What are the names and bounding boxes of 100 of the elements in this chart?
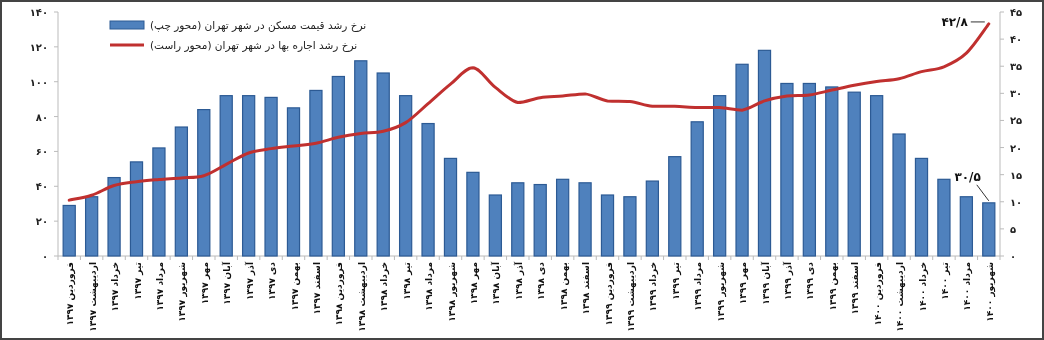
bar xyxy=(107,176,121,257)
bar xyxy=(466,171,480,257)
bar xyxy=(129,161,144,257)
x-tick-label: مرداد ۱۳۹۷ xyxy=(154,262,166,311)
bar xyxy=(690,121,704,257)
x-tick-label: فروردین ۱۳۹۹ xyxy=(603,261,615,326)
bar xyxy=(152,147,166,257)
y-tick-label: ۴۰ xyxy=(35,181,48,193)
x-tick-label: اردیبهشت ۱۳۹۸ xyxy=(356,262,368,332)
y-tick-label: ۰ xyxy=(41,251,48,262)
x-tick-label: اسفند ۱۳۹۷ xyxy=(311,262,322,315)
x-tick-label: شهریور ۱۴۰۰ xyxy=(984,261,996,322)
bar xyxy=(533,183,547,257)
x-tick-label: دی ۱۳۹۸ xyxy=(536,261,547,300)
x-tick-label: خرداد ۱۳۹۷ xyxy=(110,262,122,312)
legend-label: نرخ رشد اجاره بها در شهر تهران (محور راست) xyxy=(150,39,358,52)
x-tick-label: اسفند ۱۳۹۹ xyxy=(850,262,861,315)
x-tick-label: آبان ۱۳۹۸ xyxy=(490,261,502,305)
x-tick-label: فروردین ۱۳۹۸ xyxy=(334,261,346,326)
bar xyxy=(309,89,323,257)
y2-tick-label: ۳۰ xyxy=(1010,88,1023,100)
bar xyxy=(959,196,974,257)
y2-tick-label: ۵ xyxy=(1010,223,1017,235)
x-tick-label: مهر ۱۳۹۷ xyxy=(199,262,211,305)
x-tick-label: تیر ۱۳۹۷ xyxy=(132,262,144,300)
y-tick-label: ۸۰ xyxy=(35,111,48,123)
x-tick-label: اردیبهشت ۱۳۹۹ xyxy=(625,262,637,332)
bar xyxy=(578,182,592,257)
bar xyxy=(331,75,346,257)
x-tick-label: خرداد ۱۳۹۹ xyxy=(648,262,660,312)
x-tick-label: مرداد ۱۳۹۸ xyxy=(424,262,436,311)
x-tick-label: دی ۱۳۹۹ xyxy=(805,261,816,300)
x-tick-label: بهمن ۱۳۹۹ xyxy=(827,262,839,311)
y-tick-label: ۱۲۰ xyxy=(29,41,48,53)
bar xyxy=(668,156,682,257)
x-tick-label: مهر ۱۳۹۸ xyxy=(468,262,480,305)
y2-tick-label: ۱۵ xyxy=(1010,169,1023,181)
bar xyxy=(712,95,727,257)
y-tick-label: ۲۰ xyxy=(35,216,48,228)
bar xyxy=(398,95,413,257)
x-tick-label: اردیبهشت ۱۳۹۷ xyxy=(87,262,99,332)
y2-tick-label: ۱۰ xyxy=(1010,196,1023,208)
x-tick-label: آذر ۱۳۹۸ xyxy=(512,261,525,301)
bar xyxy=(869,95,884,257)
bar xyxy=(555,178,570,257)
bar xyxy=(825,86,839,257)
x-tick-label: فروردین ۱۴۰۰ xyxy=(872,261,884,326)
bar xyxy=(914,157,929,257)
annotation: ۳۰/۵ xyxy=(954,169,981,184)
bar xyxy=(982,202,996,257)
annotation: ۳۰/۵ xyxy=(954,169,990,202)
bar xyxy=(937,178,951,257)
y-tick-label: ۱۴۰ xyxy=(29,7,48,18)
x-tick-label: شهریور ۱۳۹۷ xyxy=(177,261,189,322)
x-tick-label: مرداد ۱۴۰۰ xyxy=(962,262,974,311)
bar xyxy=(286,107,301,257)
x-tick-label: خرداد ۱۳۹۸ xyxy=(379,262,391,312)
legend-label: نرخ رشد قیمت مسکن در شهر تهران (محور چپ) xyxy=(150,19,367,32)
annotation: ۴۲/۸ xyxy=(941,14,986,29)
x-tick-label: شهریور ۱۳۹۸ xyxy=(446,261,458,322)
y2-tick-label: ۲۵ xyxy=(1010,115,1023,127)
y2-tick-label: ۴۰ xyxy=(1010,34,1023,46)
y-tick-label: ۱۰۰ xyxy=(29,76,48,88)
y2-tick-label: ۰ xyxy=(1010,251,1017,262)
bar xyxy=(421,122,435,257)
x-tick-label: شهریور ۱۳۹۹ xyxy=(715,261,727,322)
bar xyxy=(892,133,906,257)
x-tick-label: اسفند ۱۳۹۸ xyxy=(581,262,592,315)
x-tick-label: تیر ۱۳۹۸ xyxy=(401,262,413,300)
x-tick-label: آبان ۱۳۹۹ xyxy=(759,261,771,305)
bar xyxy=(241,95,256,257)
bar xyxy=(264,96,278,257)
x-tick-label: آذر ۱۳۹۷ xyxy=(243,261,256,301)
x-tick-label: بهمن ۱۳۹۸ xyxy=(558,262,570,311)
x-tick-label: تیر ۱۳۹۹ xyxy=(670,262,682,300)
y2-tick-label: ۴۵ xyxy=(1010,7,1023,18)
bar xyxy=(354,60,368,257)
bar xyxy=(197,109,211,257)
bar xyxy=(219,95,233,257)
x-tick-label: بهمن ۱۳۹۷ xyxy=(289,262,301,311)
bar xyxy=(511,182,525,257)
bar xyxy=(757,49,772,257)
bar xyxy=(488,194,503,257)
bar xyxy=(443,157,458,257)
x-tick-label: اردیبهشت ۱۴۰۰ xyxy=(895,262,907,332)
x-tick-label: آذر ۱۳۹۹ xyxy=(781,261,794,301)
bar xyxy=(735,63,749,257)
x-tick-label: خرداد ۱۴۰۰ xyxy=(917,262,929,312)
bar xyxy=(847,91,861,257)
bar xyxy=(645,180,660,257)
bar xyxy=(802,82,817,257)
bar xyxy=(84,196,99,257)
y2-tick-label: ۲۰ xyxy=(1010,142,1023,154)
x-tick-label: آبان ۱۳۹۷ xyxy=(221,261,233,305)
annotation: ۴۲/۸ xyxy=(941,14,969,29)
x-tick-label: فروردین ۱۳۹۷ xyxy=(65,261,77,326)
y2-tick-label: ۳۵ xyxy=(1010,61,1023,73)
y-tick-label: ۶۰ xyxy=(35,146,48,158)
x-tick-label: مرداد ۱۳۹۹ xyxy=(693,262,705,311)
x-tick-label: تیر ۱۴۰۰ xyxy=(939,262,951,300)
